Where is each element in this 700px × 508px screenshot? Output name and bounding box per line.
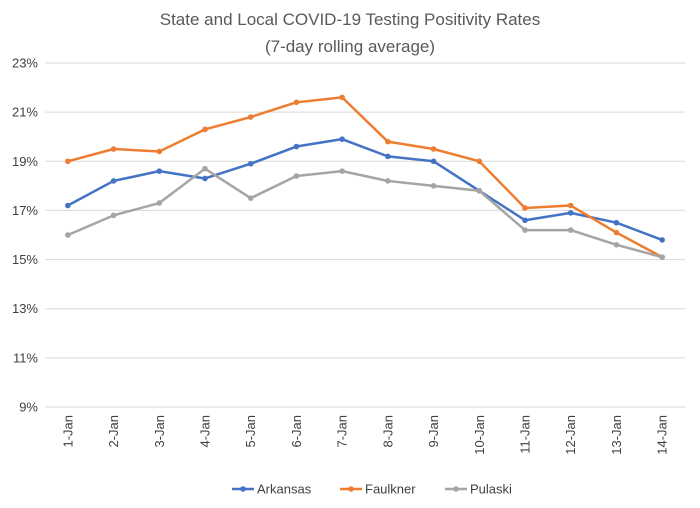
legend-marker xyxy=(348,486,354,492)
data-point xyxy=(659,237,665,243)
data-point xyxy=(202,175,208,182)
data-point xyxy=(202,126,208,133)
data-point xyxy=(522,227,528,233)
x-tick-label: 6-Jan xyxy=(289,415,304,448)
data-point xyxy=(65,232,71,238)
x-tick-label: 4-Jan xyxy=(198,415,213,448)
x-tick-label: 12-Jan xyxy=(563,415,578,455)
y-tick-label: 17% xyxy=(12,203,38,218)
data-point xyxy=(659,254,665,260)
x-tick-label: 2-Jan xyxy=(106,415,121,448)
data-point xyxy=(202,165,208,172)
legend-label: Arkansas xyxy=(257,482,312,497)
series-lines xyxy=(65,94,665,260)
data-point xyxy=(430,158,437,165)
gridlines xyxy=(45,62,685,408)
legend: Arkansas Faulkner Pulaski xyxy=(232,482,512,497)
legend-item-pulaski: Pulaski xyxy=(445,482,512,497)
data-point xyxy=(613,229,620,236)
series-line xyxy=(66,96,664,259)
data-point xyxy=(476,187,483,194)
data-point xyxy=(385,178,391,184)
data-point xyxy=(476,158,483,165)
data-point xyxy=(65,158,71,165)
x-tick-label: 14-Jan xyxy=(655,415,670,455)
series-line xyxy=(66,167,664,259)
data-point xyxy=(339,136,345,142)
legend-item-faulkner: Faulkner xyxy=(340,482,416,497)
data-point xyxy=(430,146,437,152)
x-tick-label: 5-Jan xyxy=(243,415,258,448)
x-tick-label: 10-Jan xyxy=(472,415,487,455)
chart-subtitle: (7-day rolling average) xyxy=(265,37,435,56)
legend-label: Faulkner xyxy=(365,482,416,497)
series-line xyxy=(66,137,664,242)
y-tick-label: 19% xyxy=(12,154,38,169)
data-point xyxy=(522,217,528,224)
legend-marker xyxy=(453,486,459,492)
y-tick-label: 15% xyxy=(12,252,38,267)
data-point xyxy=(339,94,345,101)
legend-marker xyxy=(240,486,246,492)
y-tick-label: 11% xyxy=(13,350,38,365)
data-point xyxy=(339,168,345,174)
x-tick-label: 7-Jan xyxy=(335,415,350,448)
data-point xyxy=(567,227,574,233)
x-tick-label: 3-Jan xyxy=(152,415,167,448)
y-tick-label: 9% xyxy=(19,400,38,415)
y-tick-label: 13% xyxy=(12,301,38,316)
data-point xyxy=(613,219,620,226)
chart-title: State and Local COVID-19 Testing Positiv… xyxy=(160,10,540,29)
data-point xyxy=(65,202,71,209)
data-point xyxy=(110,178,117,184)
x-tick-label: 9-Jan xyxy=(426,415,441,448)
legend-label: Pulaski xyxy=(470,482,512,497)
y-tick-label: 21% xyxy=(12,105,38,120)
x-tick-label: 11-Jan xyxy=(518,415,533,454)
data-point xyxy=(293,99,300,106)
data-point xyxy=(156,200,163,206)
series-faulkner xyxy=(65,94,665,260)
x-tick-label: 13-Jan xyxy=(609,415,624,455)
data-point xyxy=(247,114,254,120)
data-point xyxy=(247,160,254,167)
data-point xyxy=(522,205,528,211)
x-axis-ticks: 1-Jan 2-Jan 3-Jan 4-Jan 5-Jan 6-Jan 7-Jan 8-Jan… xyxy=(60,415,669,455)
data-point xyxy=(613,242,620,248)
series-pulaski xyxy=(65,165,665,260)
data-point xyxy=(293,173,300,179)
x-tick-label: 1-Jan xyxy=(60,415,75,448)
data-point xyxy=(567,210,574,216)
data-point xyxy=(156,148,163,155)
x-tick-label: 8-Jan xyxy=(380,415,395,448)
data-point xyxy=(385,153,391,160)
legend-item-arkansas: Arkansas xyxy=(232,482,312,497)
y-axis-ticks: 9% 11% 13% 15% 17% 19% 21% 23% xyxy=(12,56,38,415)
data-point xyxy=(385,138,391,145)
data-point xyxy=(110,212,117,219)
y-tick-label: 23% xyxy=(12,56,38,71)
data-point xyxy=(430,183,437,189)
data-point xyxy=(110,146,117,152)
data-point xyxy=(567,202,574,209)
data-point xyxy=(156,168,163,174)
data-point xyxy=(247,195,254,201)
data-point xyxy=(293,143,300,150)
